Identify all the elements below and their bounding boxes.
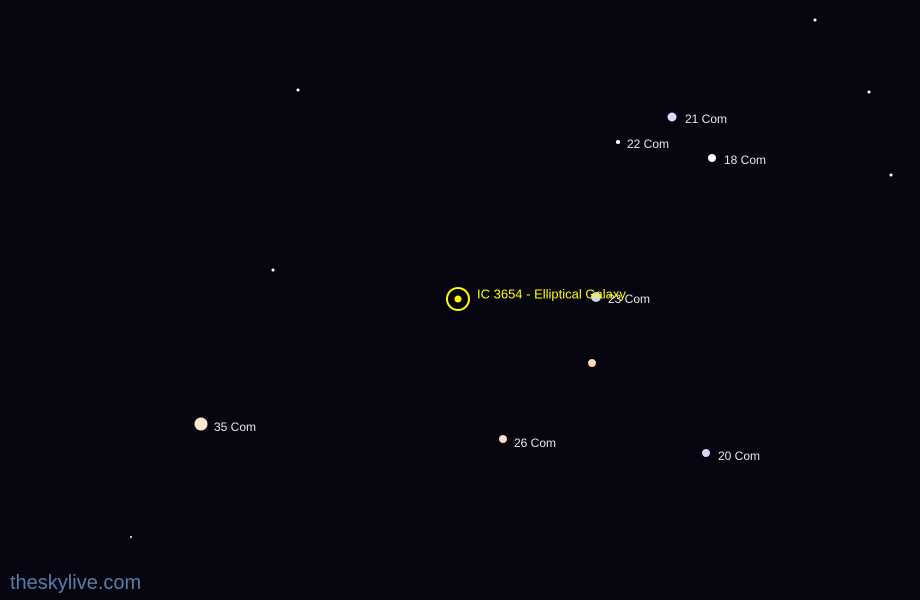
dim-star-5 xyxy=(272,269,275,272)
dim-star-4 xyxy=(890,174,893,177)
dim-star-1 xyxy=(297,89,300,92)
dim-star-3 xyxy=(814,19,817,22)
star-label-22-com: 22 Com xyxy=(627,137,669,151)
star-22-com xyxy=(616,140,620,144)
star-label-18-com: 18 Com xyxy=(724,153,766,167)
star-21-com xyxy=(668,113,677,122)
dim-star-6 xyxy=(130,536,132,538)
dim-star-0 xyxy=(588,359,596,367)
star-label-20-com: 20 Com xyxy=(718,449,760,463)
star-18-com xyxy=(708,154,716,162)
target-label: IC 3654 - Elliptical Galaxy xyxy=(477,287,626,302)
dim-star-2 xyxy=(868,91,871,94)
star-35-com xyxy=(195,418,208,431)
star-label-35-com: 35 Com xyxy=(214,420,256,434)
star-26-com xyxy=(499,435,507,443)
star-label-26-com: 26 Com xyxy=(514,436,556,450)
star-label-21-com: 21 Com xyxy=(685,112,727,126)
target-center-dot xyxy=(455,296,462,303)
watermark: theskylive.com xyxy=(10,572,141,595)
star-20-com xyxy=(702,449,710,457)
